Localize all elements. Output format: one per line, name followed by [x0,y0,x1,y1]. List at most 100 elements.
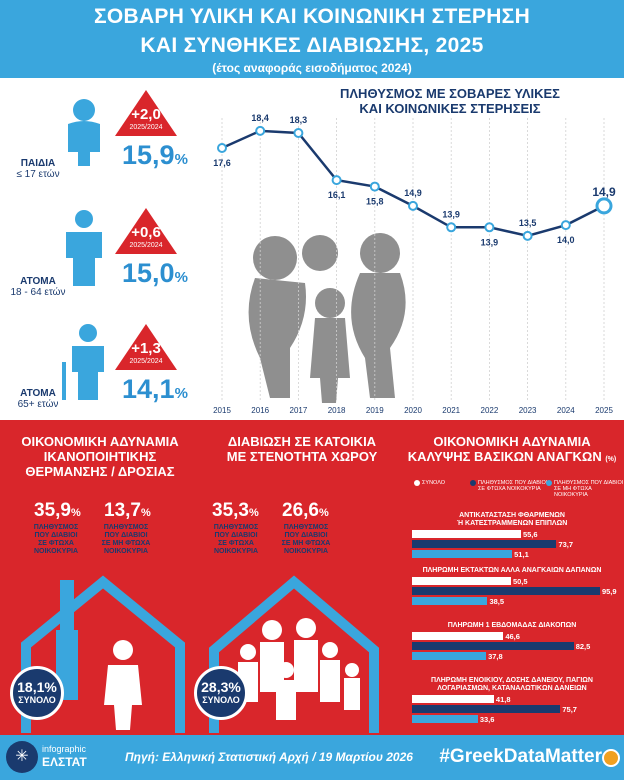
data-label: 13,9 [442,209,460,219]
housing-poor-value: 35,3% [212,500,259,521]
needs-row: ΠΛΗΡΩΜΗ 1 ΕΒΔΟΜΑΔΑΣ ΔΙΑΚΟΠΩΝ 46,6 82,5 37,8 [400,622,624,674]
x-tick-label: 2018 [328,406,346,415]
x-tick-label: 2021 [442,406,460,415]
group-label: ΑΤΟΜΑ 18 - 64 ετών [10,276,66,298]
bar-value-poor: 95,9 [601,587,617,596]
heating-nonpoor-value: 13,7% [104,500,151,521]
bar-nonpoor [412,652,487,660]
line-chart: ΠΛΗΘΥΣΜΟΣ ΜΕ ΣΟΒΑΡΕΣ ΥΛΙΚΕΣ ΚΑΙ ΚΟΙΝΩΝΙΚ… [200,78,624,420]
housing-total-badge: 28,3% ΣΥΝΟΛΟ [194,666,248,720]
x-tick-label: 2022 [481,406,499,415]
legend-nonpoor: ΠΛΗΘΥΣΜΟΣ ΠΟΥ ΔΙΑΒΙΟΙ ΣΕ ΜΗ ΦΤΩΧΑ ΝΟΙΚΟΚΥ… [546,480,624,498]
data-point [331,175,342,186]
x-tick-label: 2023 [519,406,537,415]
change-value: +0,6 [131,224,161,241]
x-tick-label: 2020 [404,406,422,415]
bar-value-poor: 82,5 [575,642,591,651]
group-label: ΑΤΟΜΑ 65+ ετών [17,388,59,410]
change-period: 2025/2024 [129,242,163,249]
brand-line-1: infographic [42,744,87,754]
bar-value-total: 46,6 [505,632,520,641]
bar-nonpoor [412,715,478,723]
needs-row-label: ΑΝΤΙΚΑΤΑΣΤΑΣΗ ΦΘΑΡΜΕΝΩΝ Ή ΚΑΤΕΣΤΡΑΜΜΕΝΩΝ … [456,512,568,527]
heating-title: ΟΙΚΟΝΟΜΙΚΗ ΑΔΥΝΑΜΙΑ ΙΚΑΝΟΠΟΙΗΤΙΚΗΣ ΘΕΡΜΑ… [21,434,179,479]
age-groups: ΠΑΙΔΙΑ ≤ 17 ετών +2,0 2025/2024 15,9% ΑΤΟ… [0,78,200,420]
data-point [408,200,418,211]
elderly-icon [62,324,104,400]
hashtag: #GreekDataMatter [439,746,602,767]
bar-value-nonpoor: 51,1 [514,550,529,559]
data-point [293,128,304,138]
search-badge-icon [602,749,620,767]
data-label: 14,9 [592,185,616,199]
legend-total: ΣΥΝΟΛΟ [414,480,445,486]
housing-poor-label: ΠΛΗΘΥΣΜΟΣ ΠΟΥ ΔΙΑΒΙΟΙ ΣΕ ΦΤΩΧΑ ΝΟΙΚΟΚΥΡΙΑ [213,524,259,555]
title-line-1: ΣΟΒΑΡΗ ΥΛΙΚΗ ΚΑΙ ΚΟΙΝΩΝΙΚΗ ΣΤΕΡΗΣΗ [93,5,531,28]
needs-row-label: ΠΛΗΡΩΜΗ ΕΝΟΙΚΙΟΥ, ΔΟΣΗΣ ΔΑΝΕΙΟΥ, ΠΑΓΙΩΝ Λ… [431,677,593,692]
group-value: 15,9% [122,140,188,170]
heating-total-badge: 18,1% ΣΥΝΟΛΟ [10,666,64,720]
family-silhouette [248,233,406,403]
data-label: 14,0 [557,235,575,245]
data-point [595,197,613,215]
data-label: 18,3 [290,115,308,125]
group-adults: ΑΤΟΜΑ 18 - 64 ετών +0,6 2025/2024 15,0% [0,200,200,310]
adult-icon [66,210,102,286]
housing-nonpoor-value: 26,6% [282,500,329,521]
group-value: 15,0% [122,258,188,288]
x-tick-label: 2016 [251,406,269,415]
group-children: ΠΑΙΔΙΑ ≤ 17 ετών +2,0 2025/2024 15,9% [0,90,200,200]
bar-value-poor: 75,7 [562,705,577,714]
needs-row: ΠΛΗΡΩΜΗ ΕΚΤΑΚΤΩΝ ΑΛΛΑ ΑΝΑΓΚΑΙΩΝ ΔΑΠΑΝΩΝ 5… [400,567,624,619]
group-elderly: ΑΤΟΜΑ 65+ ετών +1,3 2025/2024 14,1% [0,310,200,420]
data-point [522,230,533,241]
data-point [446,222,457,233]
bar-value-total: 55,6 [522,530,538,539]
data-point [369,181,380,192]
data-label: 13,9 [481,237,499,247]
bar-poor [412,705,561,713]
bar-total [412,530,521,538]
bar-poor [412,587,600,595]
header: ΣΟΒΑΡΗ ΥΛΙΚΗ ΚΑΙ ΚΟΙΝΩΝΙΚΗ ΣΤΕΡΗΣΗ ΚΑΙ Σ… [0,0,624,78]
source-text: Πηγή: Ελληνική Στατιστική Αρχή / 19 Μαρτ… [125,750,413,764]
data-label: 16,1 [328,190,346,200]
change-triangle [115,90,177,136]
heating-poor-label: ΠΛΗΘΥΣΜΟΣ ΠΟΥ ΔΙΑΒΙΟΙ ΣΕ ΦΤΩΧΑ ΝΟΙΚΟΚΥΡΙΑ [33,524,79,555]
x-tick-label: 2025 [595,406,613,415]
bar-poor [412,540,557,548]
bar-poor [412,642,574,650]
legend-dot [470,480,476,486]
x-tick-label: 2015 [213,406,231,415]
group-label: ΠΑΙΔΙΑ ≤ 17 ετών [16,158,60,180]
change-triangle [115,324,177,370]
legend-dot [414,480,420,486]
data-label: 17,6 [213,158,231,168]
heating-poor-value: 35,9% [34,500,81,521]
housing-title: ΔΙΑΒΙΩΣΗ ΣΕ ΚΑΤΟΙΚΙΑ ΜΕ ΣΤΕΝΟΤΗΤΑ ΧΩΡΟΥ [226,434,378,464]
bar-value-nonpoor: 38,5 [489,597,505,606]
legend-dot [546,480,552,486]
bottom-section: ΟΙΚΟΝΟΜΙΚΗ ΑΔΥΝΑΜΙΑ ΙΚΑΝΟΠΟΙΗΤΙΚΗΣ ΘΕΡΜΑ… [0,420,624,735]
needs-row: ΑΝΤΙΚΑΤΑΣΤΑΣΗ ΦΘΑΡΜΕΝΩΝ Ή ΚΑΤΕΣΤΡΑΜΜΕΝΩΝ … [400,512,624,564]
data-point [255,125,266,136]
needs-row: ΠΛΗΡΩΜΗ ΕΝΟΙΚΙΟΥ, ΔΟΣΗΣ ΔΑΝΕΙΟΥ, ΠΑΓΙΩΝ Λ… [400,677,624,729]
title-line-2: ΚΑΙ ΣΥΝΘΗΚΕΣ ΔΙΑΒΙΩΣΗΣ, 2025 [140,34,484,57]
x-tick-label: 2024 [557,406,575,415]
change-value: +2,0 [131,106,161,123]
subtitle: (έτος αναφοράς εισοδήματος 2024) [212,61,412,75]
bar-total [412,577,511,585]
bar-nonpoor [412,597,488,605]
heating-nonpoor-label: ΠΛΗΘΥΣΜΟΣ ΠΟΥ ΔΙΑΒΙΟΙ ΣΕ ΜΗ ΦΤΩΧΑ ΝΟΙΚΟΚΥΡΙ… [101,524,151,555]
footer: ✳ infographic ΕΛΣΤΑΤ Πηγή: Ελληνική Στατ… [0,735,624,780]
x-tick-label: 2017 [290,406,308,415]
change-period: 2025/2024 [129,358,163,365]
elstat-logo-icon: ✳ [6,741,38,773]
needs-row-label: ΠΛΗΡΩΜΗ ΕΚΤΑΚΤΩΝ ΑΛΛΑ ΑΝΑΓΚΑΙΩΝ ΔΑΠΑΝΩΝ [422,567,602,574]
data-label: 13,5 [519,218,537,228]
brand-line-2: ΕΛΣΤΑΤ [42,755,87,769]
bar-total [412,632,504,640]
data-point [217,143,227,153]
bar-value-total: 41,8 [495,695,511,704]
data-point [484,222,495,233]
